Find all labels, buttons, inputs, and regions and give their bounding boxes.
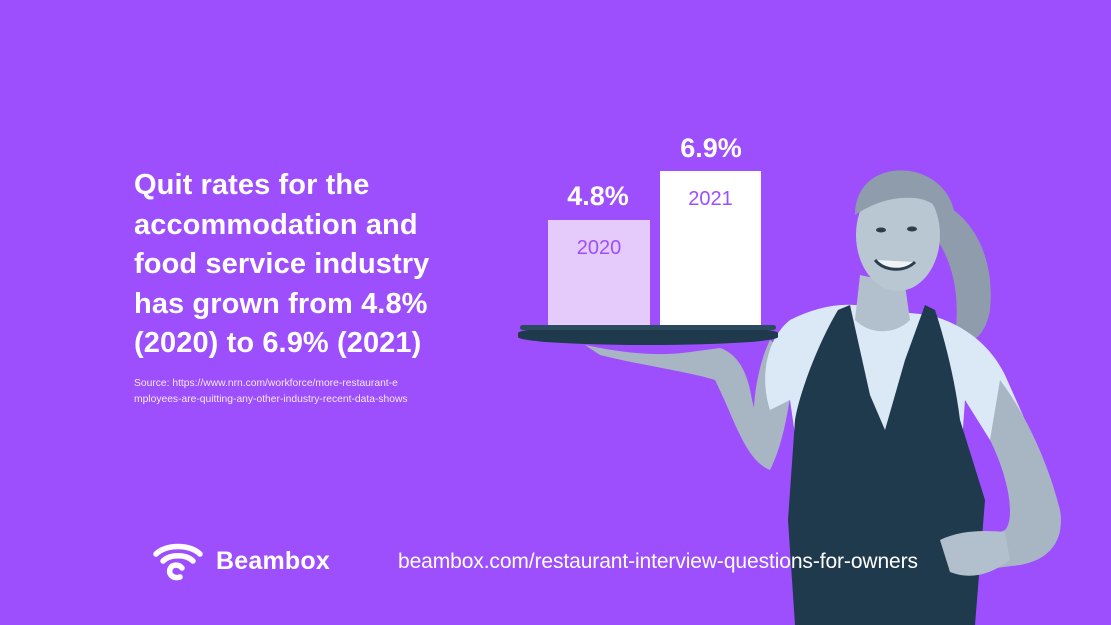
headline-line: has grown from 4.8% (134, 287, 428, 320)
brand-name: Beambox (216, 546, 330, 575)
serving-tray-rim (520, 325, 776, 330)
headline-line: Quit rates for the (134, 169, 370, 201)
source-line: mployees-are-quitting-any-other-industry… (134, 394, 408, 405)
source-citation: Source: https://www.nrn.com/workforce/mo… (134, 376, 474, 408)
serving-tray (518, 325, 778, 345)
bar-label-2020: 2020 (576, 237, 622, 259)
beambox-wifi-logo-icon (153, 543, 203, 581)
headline-line: accommodation and (134, 208, 418, 241)
article-url-link[interactable]: beambox.com/restaurant-interview-questio… (398, 550, 918, 573)
bar-value-2021: 6.9% (680, 133, 742, 163)
headline: Quit rates for the accommodation and foo… (134, 166, 474, 364)
bar-2020: 2020 (548, 220, 650, 332)
bar-value-2020: 4.8% (567, 181, 629, 211)
bar-2021: 2021 (660, 171, 761, 332)
source-line: Source: https://www.nrn.com/workforce/mo… (134, 378, 398, 389)
beambox-logo[interactable]: Beambox (152, 540, 330, 582)
bar-label-2021: 2021 (688, 188, 733, 210)
headline-line: (2020) to 6.9% (2021) (134, 327, 422, 359)
headline-line: food service industry (134, 248, 430, 280)
